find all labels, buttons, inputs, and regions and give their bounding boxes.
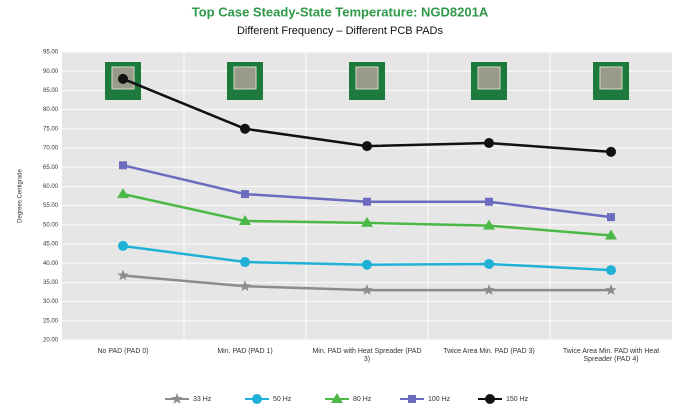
y-tick-label: 75.00 <box>43 126 59 132</box>
data-point <box>483 284 495 295</box>
data-point <box>119 161 127 170</box>
y-tick-label: 95.00 <box>43 50 59 56</box>
chart-title: Top Case Steady-State Temperature: NGD82… <box>192 4 489 19</box>
data-point <box>605 284 617 295</box>
y-tick-label: 65.00 <box>43 165 59 171</box>
data-point <box>118 73 128 84</box>
legend-marker <box>171 393 183 404</box>
legend-marker <box>408 395 416 403</box>
y-tick-label: 35.00 <box>43 280 59 286</box>
data-point <box>607 213 615 222</box>
legend-label: 33 Hz <box>193 396 212 403</box>
data-point <box>240 123 250 134</box>
legend-marker <box>252 394 262 404</box>
data-point <box>606 265 616 276</box>
pcb-pad <box>477 66 501 90</box>
y-tick-label: 55.00 <box>43 203 59 209</box>
y-tick-label: 45.00 <box>43 242 59 248</box>
data-point <box>118 240 128 251</box>
pcb-pad <box>233 66 257 90</box>
data-point <box>362 259 372 270</box>
data-point <box>363 197 371 206</box>
data-point <box>605 229 617 240</box>
y-tick-label: 40.00 <box>43 261 59 267</box>
y-tick-label: 50.00 <box>43 222 59 228</box>
data-point <box>117 188 129 199</box>
x-tick-label: Twice Area Min. PAD with Heat Spreader (… <box>562 348 660 363</box>
x-tick-label: Min. PAD with Heat Spreader (PAD 3) <box>312 348 422 363</box>
data-point <box>483 219 495 230</box>
data-point <box>361 284 373 295</box>
data-point <box>239 280 251 292</box>
x-tick-label: No PAD (PAD 0) <box>97 348 149 355</box>
legend-label: 150 Hz <box>506 396 529 403</box>
y-tick-label: 25.00 <box>43 318 59 324</box>
legend-label: 50 Hz <box>273 396 292 403</box>
data-point <box>484 138 494 149</box>
data-point <box>241 190 249 199</box>
y-tick-label: 20.00 <box>43 338 59 344</box>
legend-marker <box>485 394 495 404</box>
data-point <box>361 216 373 227</box>
y-tick-label: 80.00 <box>43 107 59 113</box>
y-tick-label: 70.00 <box>43 146 59 152</box>
legend-label: 80 Hz <box>353 396 372 403</box>
legend-marker <box>331 393 343 403</box>
y-tick-label: 60.00 <box>43 184 59 190</box>
y-tick-label: 30.00 <box>43 299 59 305</box>
chart-subtitle: Different Frequency – Different PCB PADs <box>237 25 444 37</box>
data-point <box>117 269 129 281</box>
pcb-pad <box>599 66 623 90</box>
pcb-pad <box>355 66 379 90</box>
data-point <box>362 141 372 152</box>
y-axis-label: Degrees Centigrade <box>18 168 24 222</box>
x-tick-label: Twice Area Min. PAD (PAD 3) <box>443 348 535 355</box>
legend-label: 100 Hz <box>428 396 451 403</box>
data-point <box>240 257 250 268</box>
y-tick-label: 90.00 <box>43 69 59 75</box>
data-point <box>606 146 616 157</box>
x-tick-label: Min. PAD (PAD 1) <box>217 348 273 355</box>
data-point <box>484 258 494 269</box>
y-tick-label: 85.00 <box>43 88 59 94</box>
data-point <box>485 197 493 206</box>
data-point <box>239 214 251 225</box>
